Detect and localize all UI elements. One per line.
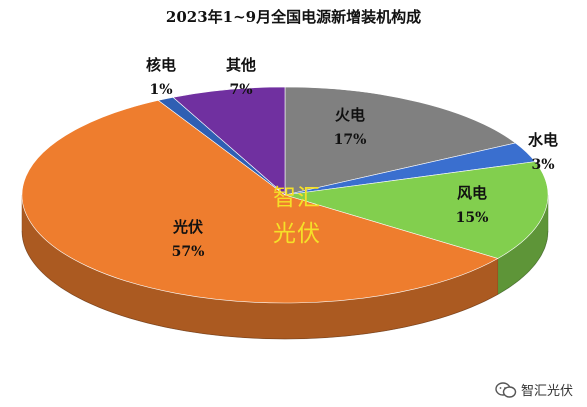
slice-3-value: 57% <box>172 244 205 260</box>
pie-rim <box>21 230 549 340</box>
slice-0-label-group: 火电 17% <box>334 106 367 148</box>
slice-5-label-group: 其他 7% <box>226 56 256 98</box>
watermark: 智汇 光伏 <box>262 180 332 252</box>
slice-3-label-group: 光伏 57% <box>172 218 205 260</box>
footer-brand-text: 智汇光伏 <box>520 384 573 399</box>
slice-labels: 火电 17% 水电 3% 风电 15% 光伏 57% 核电 1% 其他 7% <box>146 56 558 260</box>
slice-2-value: 15% <box>456 210 489 226</box>
slice-2-top <box>284 161 549 259</box>
slice-2-name: 风电 <box>457 184 487 202</box>
slice-1-label-group: 水电 3% <box>528 131 558 173</box>
chart-title: 2023年1~9月全国电源新增装机构成 <box>165 8 422 26</box>
slice-3-name: 光伏 <box>172 218 203 236</box>
slice-4-name: 核电 <box>146 56 176 74</box>
slice-0-value: 17% <box>334 132 367 148</box>
slice-4-label-group: 核电 1% <box>146 56 176 98</box>
slice-1-name: 水电 <box>528 131 558 149</box>
footer-brand: 智汇光伏 <box>495 380 573 399</box>
slice-2-label-group: 风电 15% <box>456 184 489 226</box>
slice-1-value: 3% <box>531 157 554 173</box>
slice-5-value: 7% <box>229 82 252 98</box>
slice-5-name: 其他 <box>226 56 256 74</box>
wechat-icon <box>495 381 517 398</box>
slice-0-top <box>284 86 517 196</box>
slice-0-name: 火电 <box>335 106 365 124</box>
watermark-line-2: 光伏 <box>273 221 321 247</box>
pie-tops <box>21 86 549 304</box>
slice-4-value: 1% <box>149 82 172 98</box>
slice-3-top <box>21 100 499 304</box>
watermark-line-1: 智汇 <box>273 185 321 211</box>
slice-5-top <box>172 86 286 196</box>
